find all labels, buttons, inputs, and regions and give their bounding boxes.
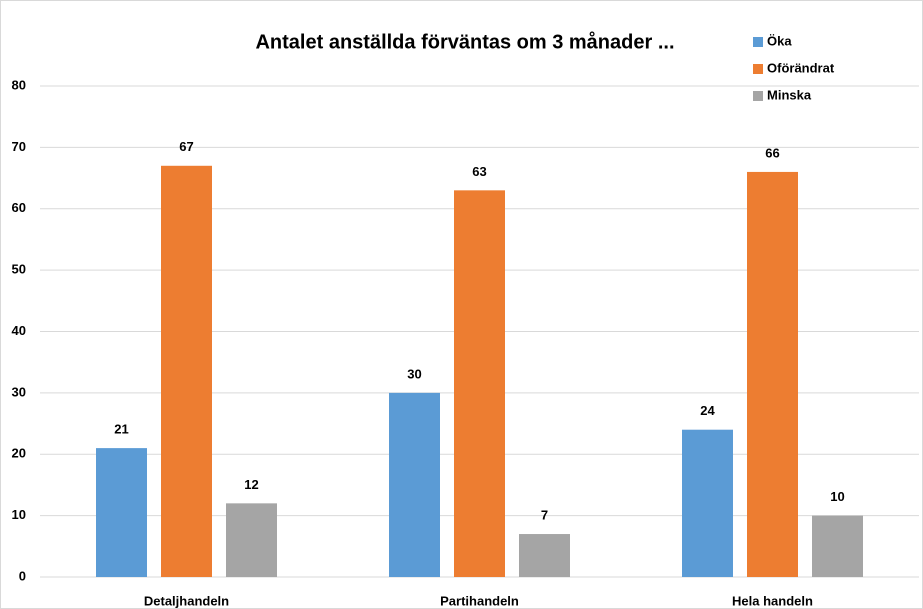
bar	[96, 448, 147, 577]
x-tick-label: Hela handeln	[732, 593, 813, 608]
y-tick-label: 70	[12, 139, 26, 154]
data-label: 67	[179, 139, 193, 154]
y-tick-label: 0	[19, 568, 26, 583]
bar	[519, 534, 570, 577]
y-tick-label: 10	[12, 507, 26, 522]
bar	[812, 515, 863, 577]
data-label: 12	[244, 477, 258, 492]
legend-label: Öka	[767, 33, 792, 48]
legend-label: Minska	[767, 87, 812, 102]
data-label: 21	[114, 422, 128, 437]
y-tick-label: 50	[12, 262, 26, 277]
y-tick-label: 80	[12, 77, 26, 92]
data-label: 63	[472, 164, 486, 179]
chart-title: Antalet anställda förväntas om 3 månader…	[255, 30, 674, 53]
bar	[682, 429, 733, 577]
bar	[226, 503, 277, 577]
data-label: 24	[700, 403, 715, 418]
data-label: 10	[830, 489, 844, 504]
legend-label: Oförändrat	[767, 60, 835, 75]
data-label: 66	[765, 145, 779, 160]
y-tick-label: 40	[12, 323, 26, 338]
y-tick-label: 30	[12, 384, 26, 399]
x-tick-label: Partihandeln	[440, 593, 519, 608]
y-tick-label: 60	[12, 200, 26, 215]
bar	[161, 165, 212, 577]
legend-swatch	[753, 37, 763, 47]
bar	[389, 392, 440, 577]
y-tick-label: 20	[12, 446, 26, 461]
bar	[454, 190, 505, 577]
data-label: 30	[407, 366, 421, 381]
data-label: 7	[541, 507, 548, 522]
legend-swatch	[753, 64, 763, 74]
bar	[747, 171, 798, 578]
legend-swatch	[753, 91, 763, 101]
x-tick-label: Detaljhandeln	[144, 593, 229, 608]
